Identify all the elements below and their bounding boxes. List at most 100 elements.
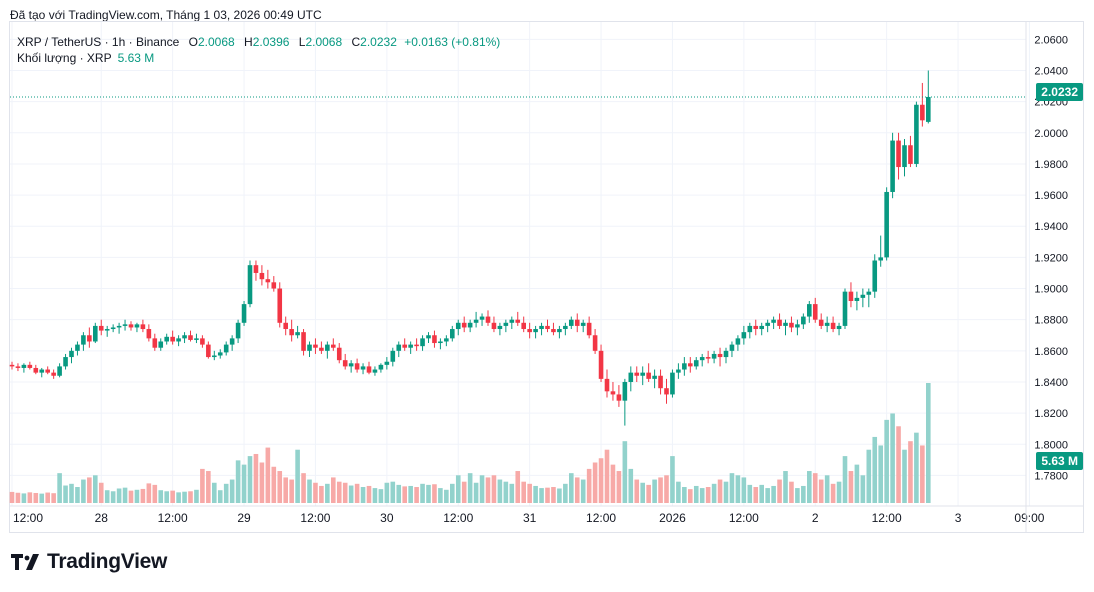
candle-body bbox=[27, 364, 33, 368]
y-tick-label: 2.0400 bbox=[1034, 65, 1068, 77]
volume-bar bbox=[848, 471, 854, 503]
candle-body bbox=[426, 335, 431, 339]
volume-bar bbox=[461, 481, 467, 503]
candle-body bbox=[527, 329, 532, 333]
volume-bar bbox=[21, 493, 27, 503]
candle-body bbox=[390, 350, 396, 362]
candle-body bbox=[854, 297, 860, 301]
volume-bar bbox=[366, 485, 372, 503]
tradingview-logo[interactable]: TradingView bbox=[11, 550, 167, 574]
volume-bar bbox=[98, 482, 104, 503]
candle-body bbox=[693, 360, 699, 367]
candle-body bbox=[586, 322, 592, 336]
close-key: C bbox=[351, 35, 361, 49]
candle-body bbox=[753, 325, 759, 330]
candle-body bbox=[598, 350, 604, 379]
volume-bar bbox=[9, 491, 15, 503]
y-tick-label: 1.9600 bbox=[1034, 190, 1068, 202]
candle-body bbox=[479, 316, 485, 320]
candle-body bbox=[33, 367, 39, 373]
candle-body bbox=[658, 375, 663, 389]
volume-bar bbox=[705, 487, 711, 503]
volume-bar bbox=[75, 487, 80, 503]
volume-bar bbox=[509, 483, 515, 503]
volume-bar bbox=[586, 468, 592, 503]
volume-bar bbox=[741, 477, 747, 503]
candle-body bbox=[604, 378, 610, 392]
candle-body bbox=[122, 324, 128, 326]
candle-body bbox=[688, 363, 693, 367]
volume-bar bbox=[551, 487, 556, 503]
candle-body bbox=[896, 140, 901, 168]
candle-body bbox=[408, 344, 413, 348]
candle-body bbox=[104, 329, 110, 331]
candle-body bbox=[39, 369, 45, 373]
volume-bar bbox=[580, 479, 586, 503]
candle-body bbox=[455, 322, 461, 330]
candle-body bbox=[515, 319, 521, 323]
candle-body bbox=[771, 319, 776, 323]
symbol-label[interactable]: XRP / TetherUS · 1h · Binance bbox=[17, 35, 180, 49]
volume-bar bbox=[610, 464, 616, 503]
volume-bar bbox=[467, 473, 473, 503]
volume-bar bbox=[15, 492, 21, 503]
volume-bar bbox=[563, 483, 568, 503]
y-tick-label: 1.7800 bbox=[1034, 470, 1068, 482]
volume-bar bbox=[628, 468, 634, 503]
candle-body bbox=[872, 260, 878, 292]
volume-bar bbox=[688, 489, 693, 503]
volume-bar bbox=[753, 487, 759, 503]
volume-bar bbox=[223, 483, 229, 503]
volume-bar bbox=[569, 473, 574, 503]
volume-bar bbox=[723, 481, 729, 503]
volume-bar bbox=[729, 473, 735, 503]
candle-body bbox=[140, 324, 146, 330]
candle-body bbox=[235, 322, 241, 339]
candle-body bbox=[812, 304, 818, 320]
low-key: L bbox=[298, 35, 306, 49]
volume-bar bbox=[182, 491, 187, 503]
volume-bar bbox=[271, 466, 277, 503]
volume-bar bbox=[63, 485, 68, 503]
y-tick-label: 2.0600 bbox=[1034, 34, 1068, 46]
candle-body bbox=[325, 344, 330, 351]
candle-body bbox=[908, 145, 913, 164]
x-tick-label: 12:00 bbox=[729, 511, 759, 525]
candle-body bbox=[717, 353, 723, 358]
volume-bar bbox=[176, 492, 181, 503]
volume-bar bbox=[104, 490, 110, 503]
y-tick-label: 1.9000 bbox=[1034, 284, 1068, 296]
candle-body bbox=[307, 344, 312, 351]
candle-body bbox=[63, 357, 68, 367]
volume-bar bbox=[557, 488, 562, 503]
candle-body bbox=[253, 265, 259, 273]
volume-bar bbox=[414, 487, 419, 503]
volume-bar bbox=[759, 484, 764, 503]
volume-bar bbox=[450, 483, 455, 503]
volume-bar bbox=[247, 456, 253, 503]
volume-label[interactable]: Khối lượng · XRP bbox=[17, 51, 112, 65]
volume-bar bbox=[384, 482, 390, 503]
candle-body bbox=[699, 357, 705, 361]
candle-body bbox=[21, 364, 27, 368]
volume-bar bbox=[390, 481, 396, 503]
candle-body bbox=[110, 327, 116, 330]
candle-body bbox=[414, 344, 419, 347]
y-tick-label: 1.9200 bbox=[1034, 252, 1068, 264]
candle-body bbox=[670, 372, 675, 395]
volume-bar bbox=[455, 475, 461, 503]
volume-bar bbox=[164, 491, 169, 503]
volume-bar bbox=[765, 488, 770, 503]
chart-caption: Đã tạo với TradingView.com, Tháng 1 03, … bbox=[10, 8, 322, 22]
candle-body bbox=[301, 332, 306, 351]
volume-bar bbox=[283, 477, 288, 503]
volume-bar bbox=[354, 483, 360, 503]
volume-legend: Khối lượng · XRP 5.63 M bbox=[17, 51, 154, 65]
volume-bar bbox=[241, 464, 247, 503]
candle-body bbox=[158, 341, 164, 348]
candle-body bbox=[735, 338, 741, 345]
volume-value: 5.63 M bbox=[117, 51, 155, 65]
volume-bar bbox=[69, 483, 74, 503]
volume-bar bbox=[777, 479, 782, 503]
